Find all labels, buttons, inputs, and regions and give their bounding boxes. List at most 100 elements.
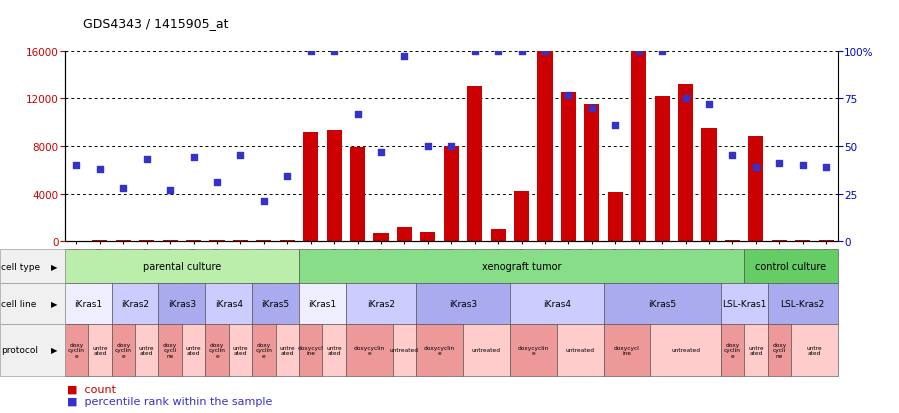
Bar bbox=[350, 148, 365, 242]
Bar bbox=[654, 97, 670, 242]
Point bbox=[749, 164, 763, 171]
Bar bbox=[631, 52, 646, 242]
Text: ■  count: ■ count bbox=[67, 383, 117, 393]
Point bbox=[796, 162, 810, 169]
Point bbox=[327, 48, 342, 55]
Text: ■  percentile rank within the sample: ■ percentile rank within the sample bbox=[67, 396, 272, 406]
Text: untre
ated: untre ated bbox=[280, 345, 295, 355]
Text: doxycycl
ine: doxycycl ine bbox=[614, 345, 640, 355]
Point bbox=[209, 179, 224, 186]
Bar bbox=[139, 240, 155, 242]
Bar bbox=[209, 241, 225, 242]
Text: LSL-Kras1: LSL-Kras1 bbox=[722, 299, 766, 308]
Bar bbox=[538, 52, 553, 242]
Point bbox=[491, 48, 505, 55]
Point bbox=[725, 153, 740, 159]
Bar bbox=[584, 105, 600, 242]
Point bbox=[655, 48, 670, 55]
Bar bbox=[69, 241, 85, 242]
Text: doxycyclin
e: doxycyclin e bbox=[424, 345, 455, 355]
Text: protocol: protocol bbox=[1, 346, 38, 354]
Text: ▶: ▶ bbox=[50, 346, 58, 354]
Point bbox=[702, 102, 717, 108]
Text: untre
ated: untre ated bbox=[139, 345, 155, 355]
Bar bbox=[467, 87, 483, 242]
Text: iKras5: iKras5 bbox=[648, 299, 676, 308]
Text: untre
ated: untre ated bbox=[233, 345, 248, 355]
Text: ▶: ▶ bbox=[50, 262, 58, 271]
Point bbox=[304, 48, 318, 55]
Text: doxy
cyclin
e: doxy cyclin e bbox=[115, 342, 132, 358]
Bar bbox=[491, 230, 506, 242]
Bar bbox=[678, 85, 693, 242]
Text: parental culture: parental culture bbox=[143, 261, 221, 271]
Point bbox=[679, 96, 693, 102]
Text: untre
ated: untre ated bbox=[92, 345, 108, 355]
Text: doxycyclin
e: doxycyclin e bbox=[518, 345, 549, 355]
Point bbox=[561, 92, 575, 99]
Bar bbox=[771, 240, 787, 242]
Text: iKras3: iKras3 bbox=[168, 299, 196, 308]
Bar bbox=[396, 227, 412, 242]
Point bbox=[584, 105, 599, 112]
Point bbox=[421, 143, 435, 150]
Point bbox=[257, 198, 271, 205]
Point bbox=[631, 48, 645, 55]
Bar bbox=[373, 234, 388, 242]
Point bbox=[163, 187, 177, 194]
Bar bbox=[256, 241, 271, 242]
Text: LSL-Kras2: LSL-Kras2 bbox=[780, 299, 825, 308]
Bar bbox=[514, 192, 530, 242]
Point bbox=[351, 111, 365, 118]
Bar bbox=[116, 241, 131, 242]
Text: untreated: untreated bbox=[565, 347, 594, 353]
Bar bbox=[725, 240, 740, 242]
Text: doxycycl
ine: doxycycl ine bbox=[298, 345, 324, 355]
Point bbox=[116, 185, 130, 192]
Text: untre
ated: untre ated bbox=[748, 345, 763, 355]
Point bbox=[514, 48, 529, 55]
Bar bbox=[701, 129, 717, 242]
Text: doxy
cycli
ne: doxy cycli ne bbox=[772, 342, 787, 358]
Bar bbox=[444, 147, 458, 242]
Text: iKras5: iKras5 bbox=[262, 299, 289, 308]
Text: untreated: untreated bbox=[390, 347, 419, 353]
Bar bbox=[233, 240, 248, 242]
Point bbox=[444, 143, 458, 150]
Text: control culture: control culture bbox=[755, 261, 826, 271]
Text: cell type: cell type bbox=[1, 262, 40, 271]
Text: untre
ated: untre ated bbox=[186, 345, 201, 355]
Point bbox=[69, 162, 84, 169]
Bar bbox=[186, 240, 201, 242]
Text: untre
ated: untre ated bbox=[326, 345, 342, 355]
Text: iKras3: iKras3 bbox=[449, 299, 477, 308]
Text: iKras1: iKras1 bbox=[74, 299, 102, 308]
Bar bbox=[326, 131, 342, 242]
Text: doxy
cyclin
e: doxy cyclin e bbox=[209, 342, 226, 358]
Text: xenograft tumor: xenograft tumor bbox=[482, 261, 561, 271]
Text: cell line: cell line bbox=[1, 299, 36, 308]
Bar bbox=[608, 193, 623, 242]
Point bbox=[233, 153, 247, 159]
Point bbox=[280, 174, 295, 180]
Text: untreated: untreated bbox=[472, 347, 501, 353]
Text: iKras4: iKras4 bbox=[543, 299, 571, 308]
Point bbox=[608, 122, 622, 129]
Point bbox=[139, 157, 154, 163]
Point bbox=[772, 160, 787, 167]
Text: doxy
cycli
ne: doxy cycli ne bbox=[163, 342, 177, 358]
Text: iKras4: iKras4 bbox=[215, 299, 243, 308]
Text: doxy
cyclin
e: doxy cyclin e bbox=[724, 342, 741, 358]
Point bbox=[538, 48, 552, 55]
Text: iKras1: iKras1 bbox=[308, 299, 336, 308]
Point bbox=[186, 155, 200, 161]
Point bbox=[374, 149, 388, 156]
Point bbox=[467, 48, 482, 55]
Text: GDS4343 / 1415905_at: GDS4343 / 1415905_at bbox=[83, 17, 228, 29]
Bar bbox=[819, 240, 833, 242]
Bar bbox=[280, 240, 295, 242]
Text: doxy
cyclin
e: doxy cyclin e bbox=[255, 342, 272, 358]
Text: doxycyclin
e: doxycyclin e bbox=[353, 345, 385, 355]
Text: iKras2: iKras2 bbox=[121, 299, 149, 308]
Bar bbox=[93, 241, 108, 242]
